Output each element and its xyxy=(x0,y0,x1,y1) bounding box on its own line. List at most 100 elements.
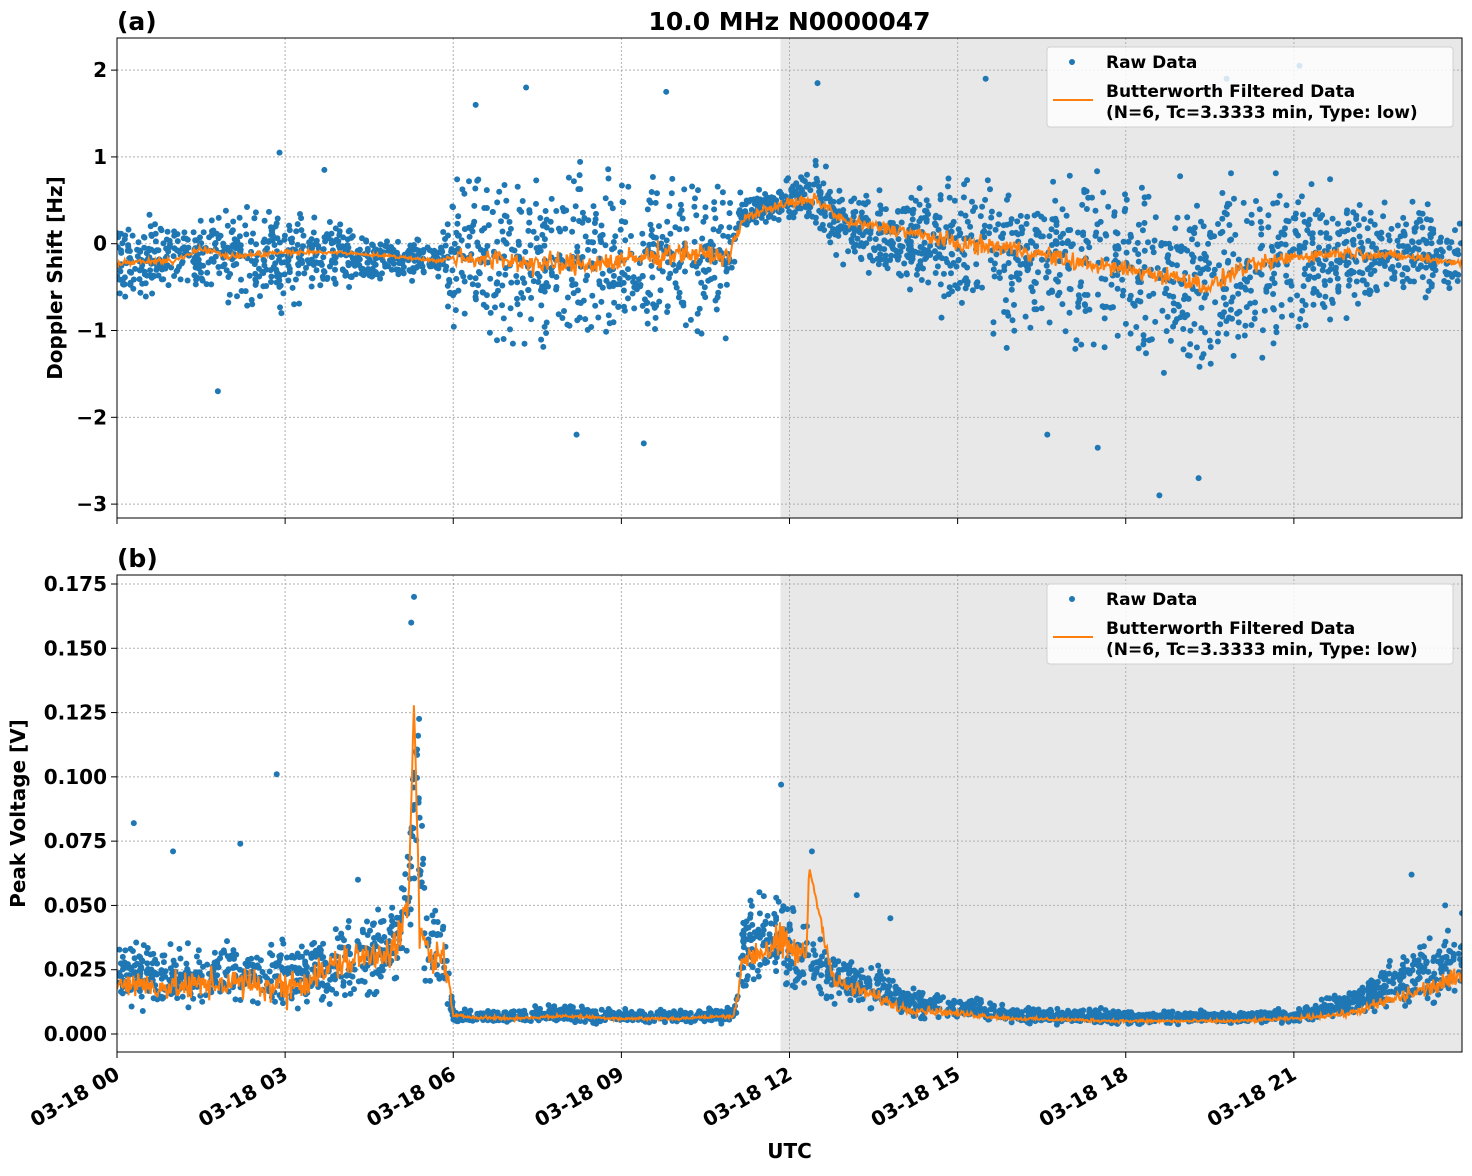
raw-data-point xyxy=(301,270,307,276)
raw-data-point xyxy=(1395,223,1401,229)
raw-data-point xyxy=(122,233,128,239)
raw-data-point xyxy=(1243,287,1249,293)
raw-data-point xyxy=(1049,289,1055,295)
raw-data-point xyxy=(868,965,874,971)
raw-data-point xyxy=(1318,230,1324,236)
raw-data-point xyxy=(990,331,996,337)
raw-data-point xyxy=(1316,292,1322,298)
raw-data-point xyxy=(907,287,913,293)
raw-data-point xyxy=(603,242,609,248)
raw-data-point xyxy=(1133,324,1139,330)
raw-data-point xyxy=(507,326,513,332)
raw-data-point xyxy=(1053,239,1059,245)
raw-data-point xyxy=(993,227,999,233)
raw-data-point xyxy=(126,227,132,233)
raw-data-point xyxy=(121,282,127,288)
raw-data-point xyxy=(1424,240,1430,246)
raw-data-point xyxy=(1224,211,1230,217)
raw-data-point xyxy=(470,281,476,287)
raw-data-point xyxy=(183,961,189,967)
raw-data-point xyxy=(1140,227,1146,233)
panel-b: 0.0000.0250.0500.0750.1000.1250.1500.175… xyxy=(6,544,1465,1163)
raw-data-point xyxy=(858,255,864,261)
raw-data-point xyxy=(122,947,128,953)
raw-data-point xyxy=(244,204,250,210)
raw-data-point xyxy=(618,227,624,233)
raw-data-point xyxy=(314,952,320,958)
raw-data-point xyxy=(1430,1000,1436,1006)
raw-data-point xyxy=(1236,319,1242,325)
raw-data-point xyxy=(326,235,332,241)
raw-data-point xyxy=(535,279,541,285)
raw-data-point xyxy=(462,226,468,232)
raw-data-point xyxy=(647,292,653,298)
raw-data-point xyxy=(280,290,286,296)
raw-data-point xyxy=(611,239,617,245)
raw-data-point xyxy=(454,221,460,227)
raw-data-point xyxy=(1350,209,1356,215)
raw-data-point xyxy=(319,262,325,268)
raw-data-point xyxy=(1330,300,1336,306)
raw-data-point xyxy=(847,997,853,1003)
raw-data-point xyxy=(1150,1011,1156,1017)
raw-data-point xyxy=(1279,314,1285,320)
raw-data-point xyxy=(1455,278,1461,284)
raw-data-point xyxy=(699,236,705,242)
raw-data-point xyxy=(809,214,815,220)
raw-data-point xyxy=(516,239,522,245)
raw-data-point xyxy=(1152,238,1158,244)
raw-data-point xyxy=(595,315,601,321)
raw-data-point xyxy=(798,186,804,192)
raw-data-point xyxy=(903,991,909,997)
raw-data-point xyxy=(531,229,537,235)
raw-data-point xyxy=(1212,299,1218,305)
raw-data-point xyxy=(1419,952,1425,958)
raw-data-point xyxy=(250,231,256,237)
raw-data-point xyxy=(1103,233,1109,239)
raw-data-point xyxy=(1111,213,1117,219)
raw-data-point xyxy=(1357,202,1363,208)
raw-data-point xyxy=(723,269,729,275)
raw-data-point xyxy=(1278,241,1284,247)
raw-data-point xyxy=(494,239,500,245)
raw-data-point xyxy=(435,264,441,270)
raw-data-point xyxy=(766,199,772,205)
raw-data-point xyxy=(181,244,187,250)
raw-data-point xyxy=(672,1010,678,1016)
raw-data-point xyxy=(695,311,701,317)
raw-data-point xyxy=(1081,187,1087,193)
raw-data-point xyxy=(875,963,881,969)
raw-data-point xyxy=(1368,210,1374,216)
raw-data-point xyxy=(365,246,371,252)
raw-data-point xyxy=(581,215,587,221)
raw-data-point xyxy=(533,177,539,183)
raw-data-point xyxy=(262,218,268,224)
raw-data-point xyxy=(1004,345,1010,351)
raw-data-point xyxy=(1180,326,1186,332)
raw-data-point xyxy=(649,189,655,195)
raw-data-point xyxy=(964,177,970,183)
raw-data-point xyxy=(1361,278,1367,284)
raw-data-point xyxy=(817,986,823,992)
raw-data-point xyxy=(1023,314,1029,320)
raw-data-point xyxy=(600,232,606,238)
raw-data-point xyxy=(625,266,631,272)
raw-data-point xyxy=(665,303,671,309)
raw-data-point xyxy=(407,268,413,274)
raw-data-point xyxy=(669,190,675,196)
raw-data-point xyxy=(1025,267,1031,273)
raw-data-point xyxy=(1265,224,1271,230)
raw-data-point xyxy=(320,941,326,947)
raw-data-point xyxy=(970,287,976,293)
raw-data-point xyxy=(1122,191,1128,197)
raw-data-point xyxy=(736,210,742,216)
raw-data-point xyxy=(1421,943,1427,949)
raw-data-point xyxy=(818,210,824,216)
raw-data-point xyxy=(162,974,168,980)
raw-data-point xyxy=(468,226,474,232)
raw-data-point xyxy=(1039,257,1045,263)
raw-data-point xyxy=(996,269,1002,275)
raw-data-point xyxy=(269,254,275,260)
raw-data-point xyxy=(253,241,259,247)
